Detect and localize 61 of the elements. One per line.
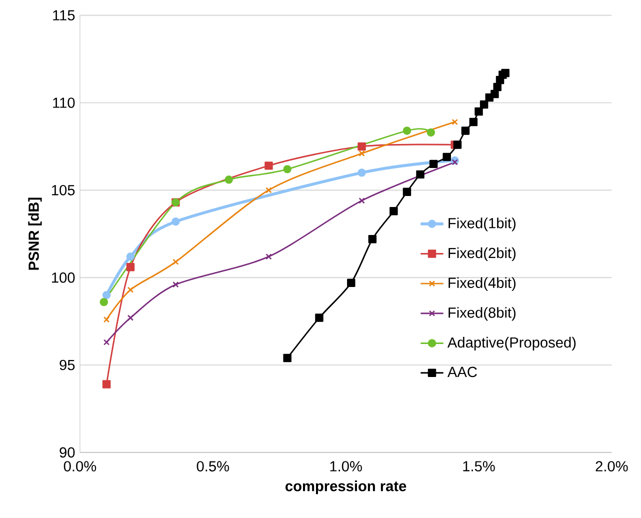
x-tick-label: 0.5% (196, 460, 229, 472)
point (452, 158, 458, 166)
point (126, 262, 135, 272)
y-tick-label: 90 (60, 447, 75, 458)
legend-label: AAC (447, 366, 477, 377)
point (453, 140, 462, 149)
point (442, 152, 451, 161)
legend-label: Fixed(8bit) (448, 306, 516, 321)
point (315, 313, 324, 322)
point (358, 150, 365, 156)
point (474, 107, 483, 116)
y-axis-title: PSNR [dB] (28, 198, 42, 270)
y-tick-label: 95 (60, 360, 75, 370)
point (461, 126, 470, 135)
point (100, 298, 108, 306)
legend-label: Fixed(2bit) (448, 247, 516, 261)
legend-label: Fixed(4bit) (448, 277, 516, 291)
legend-label: Fixed(1bit) (448, 217, 516, 232)
point (172, 217, 180, 226)
point (358, 142, 366, 150)
point (358, 168, 366, 177)
point (172, 258, 179, 265)
point (264, 161, 273, 170)
point (402, 188, 412, 196)
point (283, 354, 292, 362)
point (426, 128, 436, 136)
point (493, 82, 502, 91)
x-tick-label: 0.0% (64, 460, 96, 472)
point (172, 281, 179, 288)
point (429, 160, 438, 168)
point (283, 164, 292, 174)
legend-label: Adaptive(Proposed) (447, 336, 576, 350)
point (266, 186, 272, 194)
point (469, 118, 478, 126)
point (103, 316, 110, 322)
point (224, 175, 233, 184)
point (480, 100, 488, 108)
point (452, 118, 458, 125)
point (358, 197, 365, 204)
point (501, 68, 510, 77)
y-tick-label: 100 (52, 272, 75, 283)
point (368, 234, 377, 244)
x-axis-title: compression rate (286, 480, 406, 494)
x-tick-label: 2.0% (596, 460, 628, 472)
point (416, 170, 424, 178)
point (390, 206, 398, 216)
x-tick-label: 1.0% (330, 460, 362, 472)
point (402, 126, 412, 135)
y-tick-label: 115 (53, 10, 75, 20)
y-tick-label: 110 (53, 97, 75, 108)
point (127, 286, 134, 293)
point (103, 338, 110, 346)
point (127, 314, 134, 321)
point (490, 90, 499, 98)
y-tick-label: 105 (52, 184, 75, 196)
point (266, 253, 272, 260)
x-tick-label: 1.5% (463, 460, 495, 472)
point (126, 252, 135, 261)
point (347, 278, 356, 287)
point (102, 290, 111, 299)
point (102, 380, 111, 388)
